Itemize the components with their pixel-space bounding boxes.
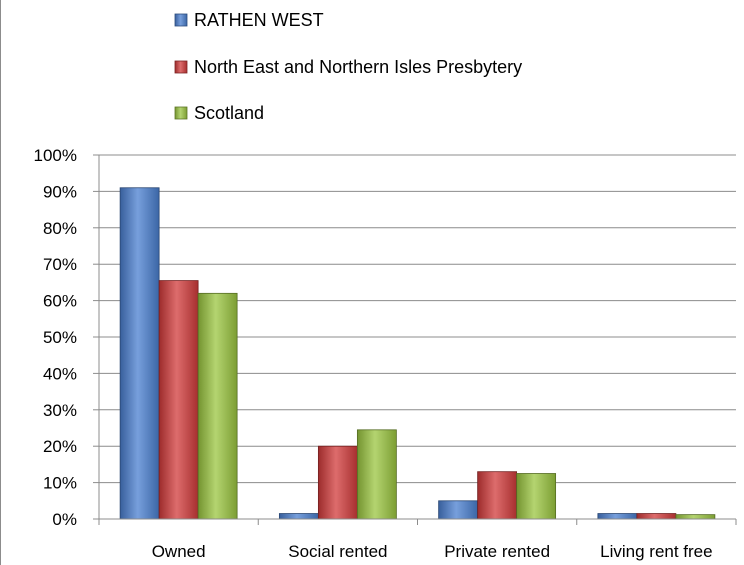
x-category-label-living-rent-free: Living rent free: [600, 542, 712, 561]
bar-scotland-owned: [197, 292, 238, 520]
y-tick-label: 50%: [43, 328, 77, 347]
x-category-label-social-rented: Social rented: [288, 542, 387, 561]
legend-swatch-north-east-and-northern-isles-presbytery: [174, 60, 188, 74]
legend-label-rathen-west: RATHEN WEST: [194, 10, 324, 30]
bar-rathen-west-owned: [119, 187, 160, 520]
y-tick-label: 80%: [43, 219, 77, 238]
y-tick-label: 0%: [52, 510, 77, 529]
legend-swatch-scotland: [174, 106, 188, 120]
bar-north-east-and-northern-isles-presbytery-living-rent-free: [636, 513, 677, 520]
y-tick-label: 20%: [43, 437, 77, 456]
y-tick-label: 10%: [43, 474, 77, 493]
bar-scotland-private-rented: [516, 473, 557, 520]
x-category-label-private-rented: Private rented: [444, 542, 550, 561]
bar-scotland-social-rented: [356, 429, 397, 520]
y-tick-label: 90%: [43, 182, 77, 201]
bar-north-east-and-northern-isles-presbytery-social-rented: [317, 445, 358, 520]
legend-label-scotland: Scotland: [194, 103, 264, 123]
bar-rathen-west-social-rented: [278, 513, 319, 520]
legend-swatch-rathen-west: [174, 13, 188, 27]
legend-label-north-east-and-northern-isles-presbytery: North East and Northern Isles Presbytery: [194, 57, 522, 77]
x-axis: Owned Social rented Private rented Living r…: [98, 518, 737, 561]
y-axis: 0% 10% 20% 30% 40% 50% 60% 70% 80% 90% 100%: [34, 146, 100, 529]
bar-north-east-and-northern-isles-presbytery-private-rented: [477, 471, 518, 520]
y-tick-label: 40%: [43, 364, 77, 383]
y-tick-label: 100%: [34, 146, 77, 165]
bar-rathen-west-living-rent-free: [597, 513, 638, 520]
chart-legend: RATHEN WEST North East and Northern Isles…: [174, 10, 522, 123]
y-tick-label: 30%: [43, 401, 77, 420]
bar-north-east-and-northern-isles-presbytery-owned: [158, 280, 199, 520]
y-tick-label: 70%: [43, 255, 77, 274]
bars: [119, 187, 716, 520]
bar-rathen-west-private-rented: [438, 500, 479, 520]
y-tick-label: 60%: [43, 292, 77, 311]
bar-scotland-living-rent-free: [675, 514, 716, 520]
x-category-label-owned: Owned: [152, 542, 206, 561]
